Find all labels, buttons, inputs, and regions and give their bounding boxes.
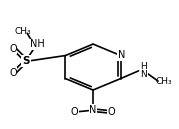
Text: CH₃: CH₃ [155, 77, 172, 86]
Text: S: S [23, 56, 30, 66]
Text: H
N: H N [141, 62, 147, 79]
Text: O: O [9, 68, 17, 78]
Text: O: O [71, 107, 78, 117]
Text: NH: NH [30, 39, 44, 49]
Text: CH₃: CH₃ [14, 27, 31, 36]
Text: O: O [9, 44, 17, 54]
Text: N: N [89, 105, 97, 115]
Text: O: O [108, 107, 115, 117]
Text: N: N [118, 50, 125, 60]
